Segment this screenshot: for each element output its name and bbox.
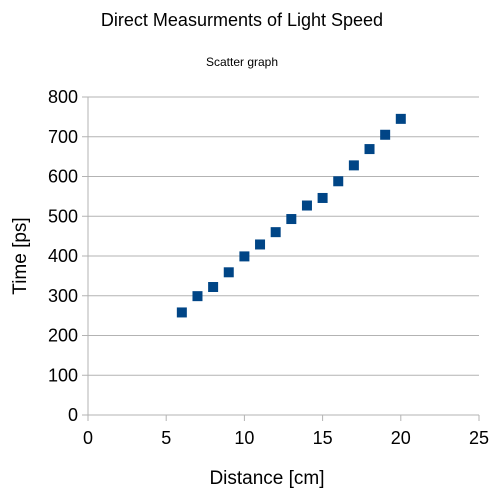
y-tick-label: 100 bbox=[48, 365, 78, 385]
data-point bbox=[192, 291, 203, 302]
y-tick-label: 500 bbox=[48, 206, 78, 226]
data-point bbox=[270, 227, 281, 238]
y-tick-labels: 0 100 200 300 400 500 600 700 800 bbox=[48, 87, 78, 425]
data-point bbox=[176, 307, 187, 318]
data-point bbox=[364, 144, 375, 155]
y-axis-label: Time [ps] bbox=[10, 217, 31, 294]
x-tick-label: 10 bbox=[234, 428, 254, 448]
data-point bbox=[333, 176, 344, 187]
y-tick-label: 300 bbox=[48, 286, 78, 306]
x-tick-label: 15 bbox=[313, 428, 333, 448]
x-tick-labels: 0 5 10 15 20 25 bbox=[83, 428, 489, 448]
x-tick-label: 20 bbox=[391, 428, 411, 448]
y-tick-label: 0 bbox=[68, 405, 78, 425]
data-point bbox=[395, 113, 406, 124]
data-point bbox=[348, 160, 359, 171]
y-tick-label: 600 bbox=[48, 167, 78, 187]
x-axis-label: Distance [cm] bbox=[209, 468, 324, 489]
y-tick-label: 800 bbox=[48, 87, 78, 107]
x-tick-label: 25 bbox=[469, 428, 489, 448]
data-point bbox=[317, 192, 328, 203]
data-point bbox=[286, 214, 297, 225]
data-point bbox=[255, 239, 266, 250]
axes bbox=[82, 96, 480, 421]
y-tick-label: 700 bbox=[48, 127, 78, 147]
gridlines bbox=[88, 96, 479, 376]
chart-title: Direct Measurments of Light Speed bbox=[101, 10, 383, 30]
data-points bbox=[176, 113, 406, 318]
y-tick-label: 200 bbox=[48, 326, 78, 346]
data-point bbox=[380, 129, 391, 140]
data-point bbox=[223, 267, 234, 278]
chart-subtitle: Scatter graph bbox=[206, 55, 278, 69]
y-tick-label: 400 bbox=[48, 246, 78, 266]
data-point bbox=[208, 282, 219, 293]
data-point bbox=[301, 200, 312, 211]
x-tick-label: 5 bbox=[161, 428, 171, 448]
data-point bbox=[239, 251, 250, 262]
x-tick-label: 0 bbox=[83, 428, 93, 448]
